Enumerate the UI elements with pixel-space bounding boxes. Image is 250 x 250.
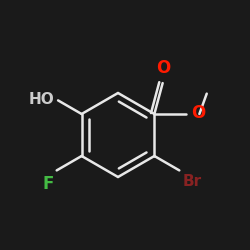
Text: HO: HO: [28, 92, 54, 107]
Text: F: F: [42, 176, 54, 194]
Text: O: O: [191, 104, 206, 122]
Text: Br: Br: [182, 174, 202, 190]
Text: O: O: [156, 59, 171, 77]
